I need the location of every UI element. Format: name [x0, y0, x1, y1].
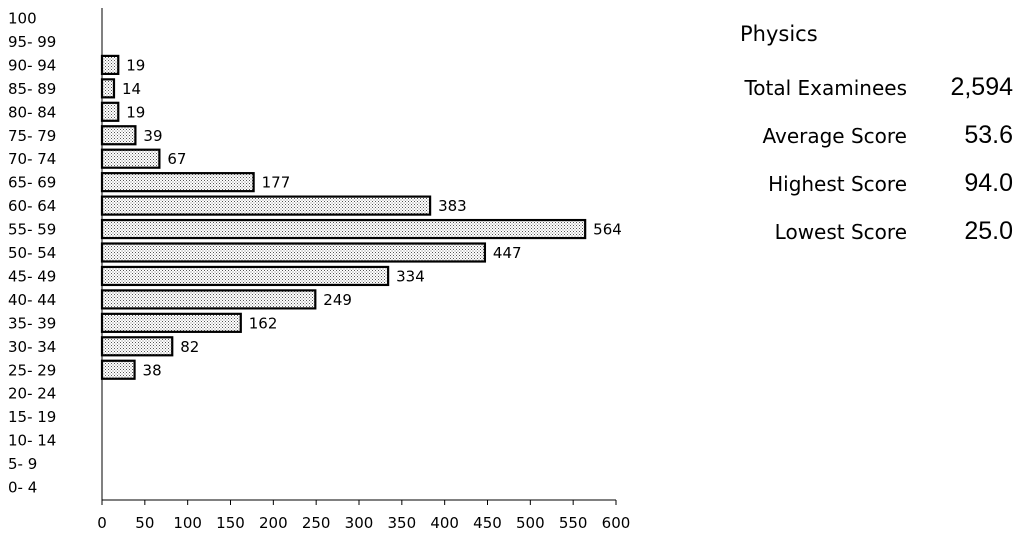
category-label: 0- 4	[8, 479, 37, 497]
x-tick-label: 150	[216, 514, 245, 532]
x-tick-label: 450	[473, 514, 502, 532]
stat-value: 94.0	[964, 169, 1013, 197]
category-label: 65- 69	[8, 174, 56, 192]
stat-row-lowest-score: Lowest Score 25.0	[690, 210, 1013, 246]
x-tick-label: 550	[559, 514, 588, 532]
stat-row-total-examinees: Total Examinees 2,594	[690, 66, 1013, 102]
bar	[100, 125, 137, 146]
data-label: 19	[126, 56, 145, 74]
bar	[100, 148, 161, 169]
category-label: 85- 89	[8, 80, 56, 98]
bar	[100, 289, 317, 310]
bar	[100, 218, 587, 240]
bar	[100, 336, 174, 357]
data-label: 447	[493, 244, 522, 262]
category-label: 50- 54	[8, 244, 56, 262]
category-label: 5- 9	[8, 455, 37, 473]
data-label: 162	[249, 314, 278, 332]
data-label: 177	[262, 174, 291, 192]
bars	[100, 54, 587, 380]
category-label: 95- 99	[8, 33, 56, 51]
category-label: 100	[8, 10, 37, 28]
x-tick-label: 400	[430, 514, 459, 532]
category-label: 70- 74	[8, 150, 56, 168]
stat-label: Highest Score	[768, 172, 907, 196]
data-label: 249	[323, 291, 352, 309]
x-tick-label: 100	[173, 514, 202, 532]
x-tick-label: 250	[302, 514, 331, 532]
bar	[100, 242, 487, 263]
category-label: 80- 84	[8, 103, 56, 121]
category-label: 90- 94	[8, 56, 56, 74]
category-label: 30- 34	[8, 338, 56, 356]
category-label: 20- 24	[8, 385, 56, 403]
bar	[100, 359, 136, 380]
histogram-chart: 100 95- 99 90- 94 85- 89 80- 84 75- 79 70- 74 6…	[8, 8, 630, 532]
bar	[100, 172, 255, 193]
data-label: 38	[143, 361, 162, 379]
x-tick-label: 600	[602, 514, 631, 532]
data-label: 67	[167, 150, 186, 168]
category-labels: 100 95- 99 90- 94 85- 89 80- 84 75- 79 70- 74 6…	[8, 10, 56, 497]
stat-value: 53.6	[964, 121, 1013, 149]
stat-label: Total Examinees	[744, 76, 907, 100]
x-tick-label: 300	[345, 514, 374, 532]
data-label: 564	[593, 221, 622, 239]
subject-title: Physics	[740, 22, 818, 46]
category-label: 25- 29	[8, 361, 56, 379]
category-label: 55- 59	[8, 221, 56, 239]
data-labels: 19 14 19 39 67 177 383 564 447 334 249 162 82 38	[122, 56, 622, 379]
category-label: 75- 79	[8, 127, 56, 145]
category-label: 10- 14	[8, 432, 56, 450]
category-label: 45- 49	[8, 267, 56, 285]
stat-value: 25.0	[964, 217, 1013, 245]
stat-row-highest-score: Highest Score 94.0	[690, 162, 1013, 198]
bar	[100, 265, 390, 287]
x-tick-label: 200	[259, 514, 288, 532]
category-label: 60- 64	[8, 197, 56, 215]
x-tick-label: 0	[97, 514, 107, 532]
x-tick-label: 350	[388, 514, 417, 532]
data-label: 14	[122, 80, 141, 98]
category-label: 40- 44	[8, 291, 56, 309]
category-label: 15- 19	[8, 408, 56, 426]
stat-value: 2,594	[950, 73, 1013, 101]
stat-row-average-score: Average Score 53.6	[690, 114, 1013, 150]
data-label: 39	[143, 127, 162, 145]
data-label: 19	[126, 103, 145, 121]
bar	[100, 312, 242, 333]
category-label: 35- 39	[8, 314, 56, 332]
bar	[100, 54, 120, 76]
stat-label: Lowest Score	[774, 220, 907, 244]
data-label: 82	[180, 338, 199, 356]
data-label: 334	[396, 267, 425, 285]
x-tick-label: 50	[135, 514, 154, 532]
bar	[100, 195, 432, 216]
x-tick-label: 500	[516, 514, 545, 532]
data-label: 383	[438, 197, 467, 215]
bar	[100, 101, 120, 122]
x-axis-ticks: 0 50 100 150 200 250 300 350 400 450 500 550 600	[97, 500, 630, 532]
stat-label: Average Score	[762, 124, 907, 148]
bar	[100, 78, 116, 99]
